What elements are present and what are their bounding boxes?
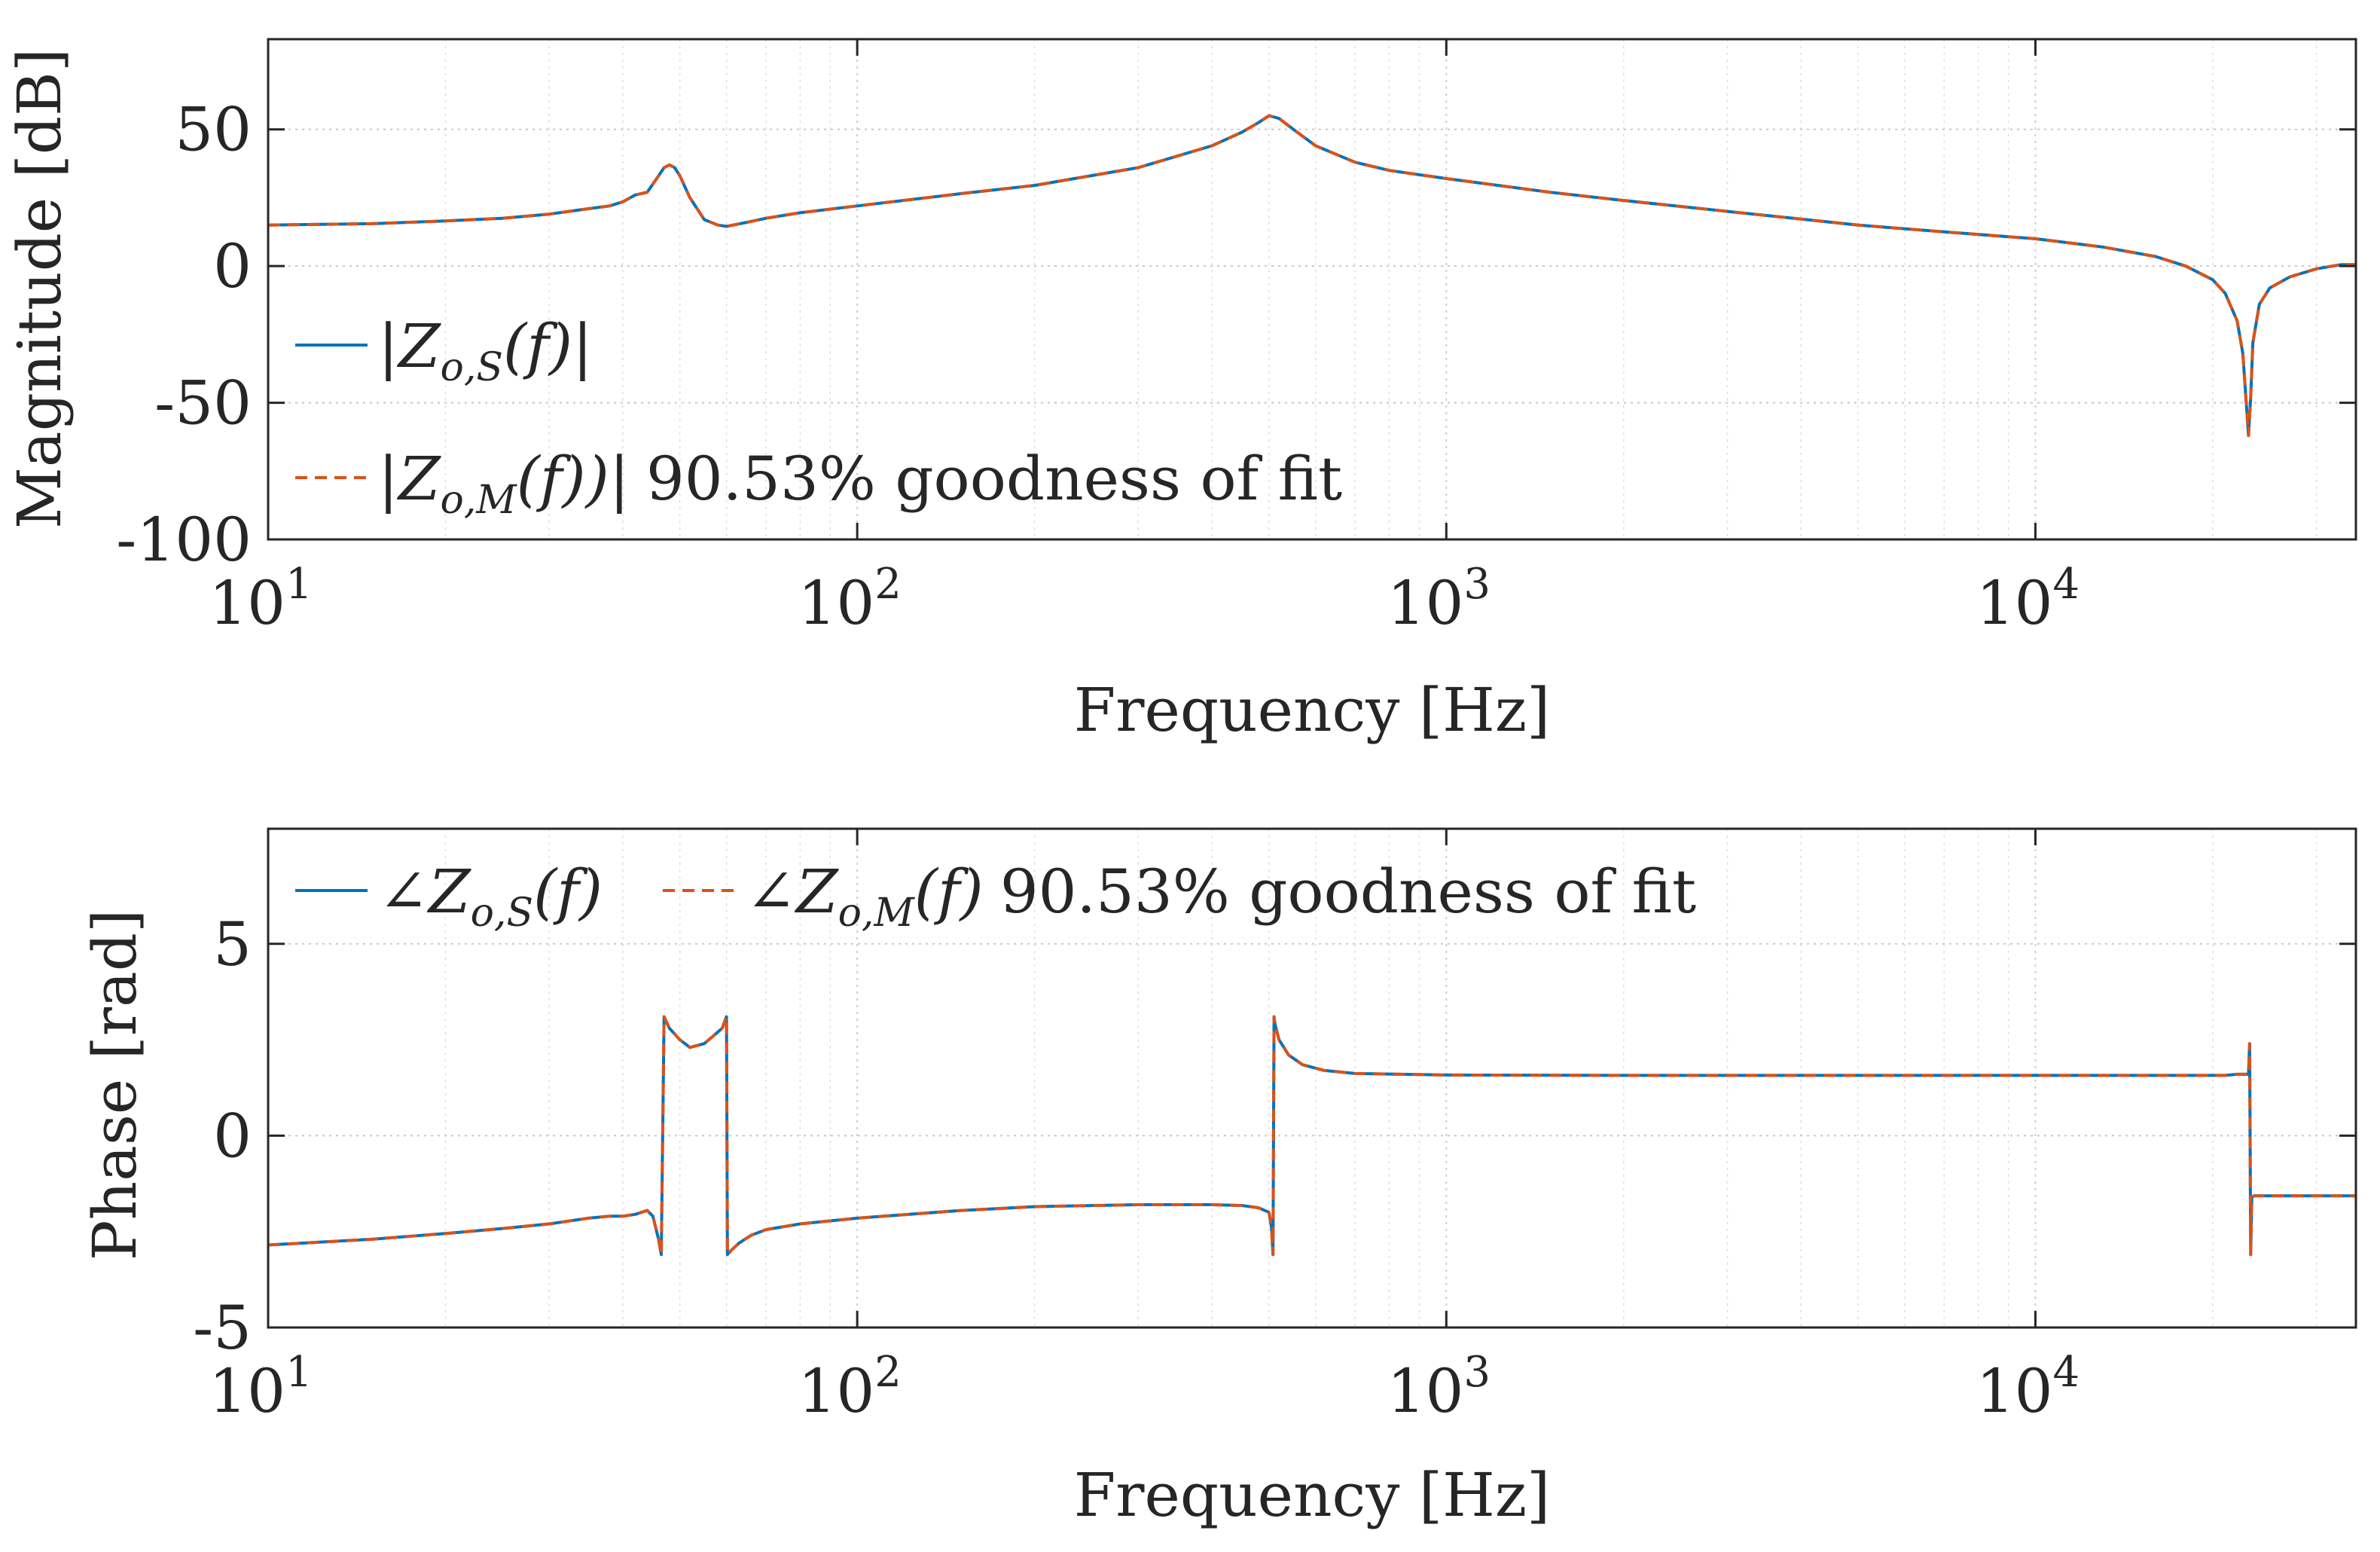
legend-label-zom: |Zo,M(f))| 90.53% goodness of fit <box>378 444 1342 523</box>
legend-label-phase-s: ∠Zo,S(f) <box>378 857 603 936</box>
phase-ylabel: Phase [rad] <box>80 909 150 1260</box>
y-tick-label: 50 <box>175 95 252 165</box>
y-tick-label: -50 <box>154 368 252 438</box>
magnitude-xlabel: Frequency [Hz] <box>1074 675 1550 745</box>
phase-xlabel: Frequency [Hz] <box>1074 1460 1550 1530</box>
x-tick-label: 103 <box>1387 560 1491 638</box>
y-tick-label: 5 <box>213 909 252 979</box>
axes-box <box>267 827 2357 1329</box>
x-tick-label: 104 <box>1976 560 2079 638</box>
magnitude-legend: |Zo,S(f)| |Zo,M(f))| 90.53% goodness of f… <box>295 311 1342 523</box>
x-tick-label: 102 <box>798 1348 901 1426</box>
legend-label-zos: |Zo,S(f)| <box>378 311 593 390</box>
magnitude-axes <box>267 38 2357 541</box>
x-tick-label: 102 <box>798 560 901 638</box>
legend-label-phase-m: ∠Zo,M(f) 90.53% goodness of fit <box>746 857 1696 936</box>
y-tick-label: -100 <box>116 505 252 575</box>
series-line-model <box>267 114 2356 438</box>
phase-ticks: 101 102 103 104 5 0 -5 <box>193 829 2356 1426</box>
phase-series <box>267 1015 2356 1257</box>
x-tick-label: 101 <box>209 1348 312 1426</box>
y-tick-label: 0 <box>213 231 252 301</box>
magnitude-ticks: 101 102 103 104 50 0 -50 -100 <box>116 39 2356 638</box>
y-tick-label: 0 <box>213 1101 252 1171</box>
x-tick-label: 101 <box>209 560 312 638</box>
series-line-model <box>267 1015 2356 1257</box>
y-tick-label: -5 <box>193 1293 252 1363</box>
phase-panel: 101 102 103 104 5 0 -5 Frequency [Hz] Phase [r… <box>80 827 2357 1530</box>
magnitude-ylabel: Magnitude [dB] <box>5 48 75 529</box>
phase-axes <box>267 827 2357 1329</box>
x-tick-label: 103 <box>1387 1348 1491 1426</box>
magnitude-series <box>267 114 2356 438</box>
x-tick-label: 104 <box>1976 1348 2079 1426</box>
phase-legend: ∠Zo,S(f) ∠Zo,M(f) 90.53% goodness of fit <box>295 857 1696 936</box>
axes-box <box>267 38 2357 541</box>
